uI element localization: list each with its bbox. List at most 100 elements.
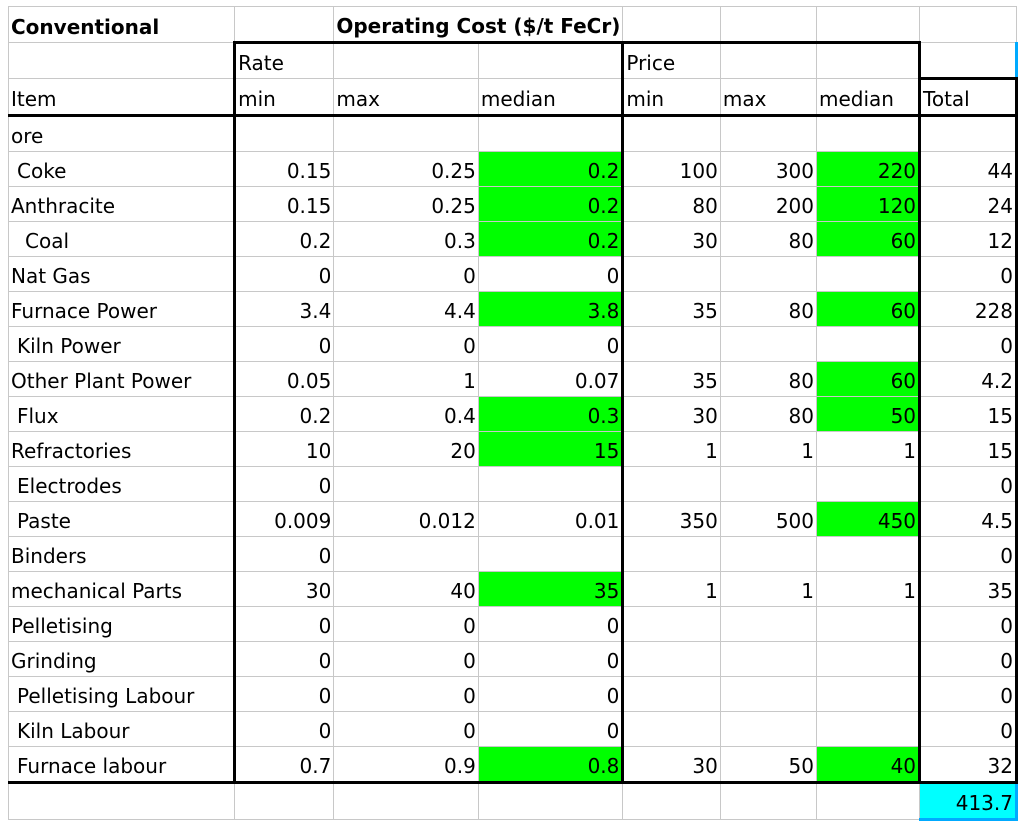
table-cell[interactable]: 0 (919, 676, 1018, 712)
table-cell[interactable]: 0.2 (477, 186, 625, 222)
table-cell[interactable]: 80 (719, 291, 818, 327)
table-cell[interactable] (815, 641, 922, 677)
table-cell[interactable] (815, 466, 922, 502)
table-cell[interactable]: 60 (815, 361, 922, 397)
table-cell[interactable]: 0.07 (477, 361, 625, 397)
cell-empty[interactable] (622, 782, 721, 820)
table-cell[interactable] (815, 115, 922, 152)
table-cell[interactable]: 35 (919, 571, 1018, 607)
table-cell[interactable]: 0 (233, 676, 335, 712)
table-cell[interactable]: 0 (233, 256, 335, 292)
table-cell[interactable]: 0 (333, 326, 479, 362)
item-label[interactable]: ore (7, 115, 236, 152)
table-cell[interactable]: 120 (815, 186, 922, 222)
table-cell[interactable]: 0.012 (333, 501, 479, 537)
table-cell[interactable]: 0 (233, 326, 335, 362)
table-cell[interactable]: 35 (622, 291, 721, 327)
table-cell[interactable]: 0 (233, 536, 335, 572)
column-header[interactable]: Total (919, 78, 1018, 117)
table-cell[interactable]: 0.009 (233, 501, 335, 537)
table-cell[interactable]: 0.7 (233, 746, 335, 784)
table-cell[interactable]: 30 (622, 746, 721, 784)
item-label[interactable]: Anthracite (7, 186, 236, 222)
cell-empty[interactable] (234, 782, 335, 820)
section-title[interactable]: Operating Cost ($/t FeCr) (333, 6, 624, 43)
table-cell[interactable]: 30 (233, 571, 335, 607)
table-cell[interactable] (622, 676, 721, 712)
table-cell[interactable] (815, 326, 922, 362)
table-cell[interactable]: 500 (719, 501, 818, 537)
table-cell[interactable] (333, 536, 479, 572)
sheet-title[interactable]: Conventional (7, 6, 236, 43)
column-header[interactable]: median (477, 78, 625, 117)
cell-empty[interactable] (815, 782, 921, 820)
table-cell[interactable]: 1 (815, 571, 922, 607)
table-cell[interactable] (622, 466, 721, 502)
table-cell[interactable]: 80 (622, 186, 721, 222)
table-cell[interactable] (815, 536, 922, 572)
column-header[interactable]: min (622, 78, 721, 117)
cell-empty[interactable] (815, 6, 921, 43)
table-cell[interactable]: 0 (477, 676, 625, 712)
table-cell[interactable]: 80 (719, 361, 818, 397)
item-label[interactable]: Pelletising (7, 606, 236, 642)
item-label[interactable]: Kiln Labour (7, 711, 236, 747)
table-cell[interactable]: 12 (919, 221, 1018, 257)
table-cell[interactable]: 4.2 (919, 361, 1018, 397)
table-cell[interactable]: 0.2 (233, 221, 335, 257)
price-header[interactable]: Price (622, 41, 721, 79)
item-label[interactable]: Paste (7, 501, 236, 537)
table-cell[interactable]: 0 (477, 606, 625, 642)
cell-empty[interactable] (719, 41, 818, 79)
table-cell[interactable] (622, 256, 721, 292)
cell-empty[interactable] (7, 42, 236, 79)
table-cell[interactable]: 20 (333, 431, 479, 467)
table-cell[interactable]: 50 (719, 746, 818, 784)
item-label[interactable]: Nat Gas (7, 256, 236, 292)
table-cell[interactable]: 1 (333, 361, 479, 397)
table-cell[interactable]: 0 (477, 256, 625, 292)
cell-empty[interactable] (7, 782, 236, 820)
table-cell[interactable] (622, 326, 721, 362)
table-cell[interactable]: 0.25 (333, 186, 479, 222)
table-cell[interactable]: 0 (919, 711, 1018, 747)
table-cell[interactable] (622, 641, 721, 677)
table-cell[interactable]: 3.4 (233, 291, 335, 327)
table-cell[interactable]: 450 (815, 501, 922, 537)
item-label[interactable]: Furnace labour (7, 746, 236, 784)
table-cell[interactable]: 50 (815, 396, 922, 432)
table-cell[interactable]: 0.2 (477, 151, 625, 187)
table-cell[interactable]: 1 (622, 571, 721, 607)
table-cell[interactable]: 15 (919, 431, 1018, 467)
table-cell[interactable]: 350 (622, 501, 721, 537)
table-cell[interactable] (719, 641, 818, 677)
table-cell[interactable] (477, 466, 625, 502)
table-cell[interactable]: 1 (719, 431, 818, 467)
grand-total-cell[interactable]: 413.7 (919, 782, 1018, 821)
table-cell[interactable] (815, 676, 922, 712)
table-cell[interactable] (719, 711, 818, 747)
cell-empty[interactable] (919, 42, 1018, 80)
table-cell[interactable] (233, 115, 335, 152)
item-label[interactable]: Coal (7, 221, 236, 257)
table-cell[interactable]: 0 (477, 641, 625, 677)
table-cell[interactable] (622, 115, 721, 152)
table-cell[interactable]: 200 (719, 186, 818, 222)
table-cell[interactable] (815, 256, 922, 292)
table-cell[interactable] (622, 711, 721, 747)
cell-empty[interactable] (719, 6, 818, 43)
table-cell[interactable]: 0 (333, 606, 479, 642)
table-cell[interactable]: 1 (815, 431, 922, 467)
cell-empty[interactable] (719, 782, 818, 820)
table-cell[interactable]: 0.9 (333, 746, 479, 784)
table-cell[interactable]: 0 (233, 641, 335, 677)
table-cell[interactable] (719, 536, 818, 572)
table-cell[interactable]: 0 (233, 606, 335, 642)
item-label[interactable]: Electrodes (7, 466, 236, 502)
table-cell[interactable] (622, 536, 721, 572)
column-header[interactable]: min (233, 78, 335, 117)
table-cell[interactable]: 0 (333, 641, 479, 677)
table-cell[interactable]: 44 (919, 151, 1018, 187)
table-cell[interactable]: 32 (919, 746, 1018, 784)
column-header[interactable]: Item (7, 78, 236, 117)
